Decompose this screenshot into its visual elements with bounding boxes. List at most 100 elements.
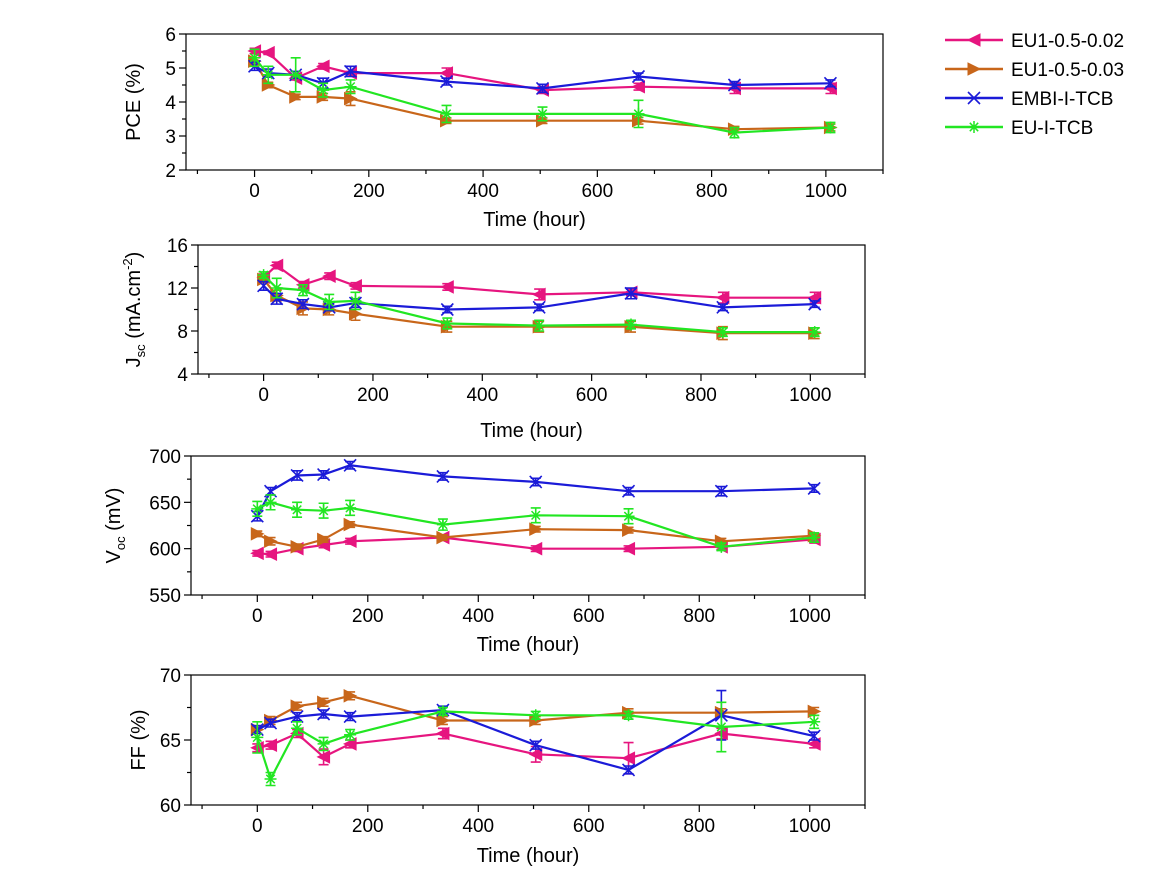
series-line <box>262 274 815 334</box>
panel-1: 0 200 400 600 800 1000 2 3 4 5 6 Time (hour) PCE (%) <box>123 25 884 231</box>
y-axis-label: Voc (mV) <box>103 488 128 564</box>
data-point <box>344 501 357 514</box>
data-point <box>714 484 728 498</box>
y-tick-label: 60 <box>160 796 181 817</box>
legend-item: EMBI-I-TCB <box>945 89 1113 110</box>
data-point <box>290 468 304 483</box>
series-1 <box>256 258 822 305</box>
y-axis-label-main: PCE (%) <box>123 63 145 141</box>
data-point <box>622 523 636 537</box>
data-point <box>344 728 357 741</box>
data-point <box>436 518 449 531</box>
y-tick-label: 550 <box>149 586 181 607</box>
y-tick-label: 5 <box>165 59 176 80</box>
x-tick-label: 800 <box>683 816 715 837</box>
series-4 <box>251 701 821 787</box>
data-point <box>348 306 363 321</box>
x-tick-label: 0 <box>252 606 263 627</box>
x-axis-label: Time (hour) <box>480 420 583 442</box>
x-tick-label: 400 <box>462 606 494 627</box>
data-point <box>262 68 275 81</box>
x-tick-label: 1000 <box>789 385 831 406</box>
data-point <box>343 688 358 703</box>
plot-frame <box>190 455 866 596</box>
y-axis-label-subscript: sc <box>133 344 148 358</box>
data-point <box>727 78 742 92</box>
legend-label: EMBI-I-TCB <box>1011 89 1113 110</box>
y-axis-label-unit: (mA.cm <box>123 270 145 344</box>
data-point <box>343 458 357 472</box>
data-point <box>532 300 546 314</box>
y-tick-label: 4 <box>177 365 188 386</box>
data-point <box>624 286 638 300</box>
x-tick-label: 1000 <box>789 816 831 837</box>
panel-3: 0 200 400 600 800 1000 550 600 650 700 Time (hour)… <box>103 447 866 656</box>
data-point <box>436 713 451 728</box>
x-tick-label: 0 <box>252 816 263 837</box>
data-point <box>264 496 277 509</box>
data-point <box>715 721 728 733</box>
x-tick-label: 400 <box>462 816 494 837</box>
data-point <box>317 532 331 547</box>
data-point <box>529 709 542 722</box>
data-point <box>436 469 450 483</box>
series-line <box>256 523 815 548</box>
y-axis-label-end: ) <box>123 252 145 259</box>
series-line <box>253 57 831 134</box>
data-point <box>622 709 635 722</box>
data-point <box>716 300 730 314</box>
series-line <box>262 263 815 299</box>
data-point <box>348 279 362 293</box>
data-point <box>342 737 357 751</box>
x-tick-label: 0 <box>258 385 269 406</box>
data-point <box>440 302 454 317</box>
series-line <box>256 710 815 782</box>
x-tick-label: 600 <box>576 385 608 406</box>
data-point <box>323 295 336 308</box>
data-point <box>807 729 821 743</box>
data-point <box>296 284 309 297</box>
data-point <box>631 69 646 84</box>
data-point <box>808 531 821 544</box>
y-axis-label: Jsc (mA.cm-2) <box>120 252 148 368</box>
data-point <box>621 541 636 556</box>
data-point <box>439 66 454 80</box>
data-point <box>317 707 331 721</box>
data-point <box>631 79 645 94</box>
data-point <box>289 90 303 104</box>
data-point <box>317 737 330 750</box>
data-point <box>263 716 278 730</box>
data-point <box>251 502 264 515</box>
data-point <box>807 704 822 719</box>
data-point <box>808 715 821 728</box>
data-point <box>632 107 645 120</box>
series-3 <box>250 458 821 523</box>
data-point <box>441 317 454 330</box>
y-tick-label: 600 <box>149 540 181 561</box>
data-point <box>291 722 304 735</box>
legend-marker <box>968 121 980 133</box>
data-point <box>807 737 821 751</box>
data-point <box>728 126 741 139</box>
series-2 <box>248 54 838 137</box>
data-point <box>824 121 837 134</box>
data-point <box>529 475 543 489</box>
data-point <box>248 51 261 64</box>
series-line <box>262 285 815 311</box>
y-axis-label-subscript: oc <box>113 536 128 550</box>
data-point <box>290 710 304 724</box>
legend-item: EU1-0.5-0.03 <box>945 60 1124 81</box>
y-tick-label: 16 <box>167 236 188 257</box>
data-point <box>440 107 453 120</box>
data-point <box>343 64 358 78</box>
data-point <box>533 319 546 332</box>
data-point <box>535 81 550 95</box>
y-axis-label-unit: (mV) <box>103 488 125 537</box>
data-point <box>270 282 283 294</box>
data-point <box>261 45 275 60</box>
series-line <box>257 732 815 760</box>
data-point <box>315 59 330 74</box>
data-point <box>269 258 284 273</box>
data-point <box>435 726 450 741</box>
